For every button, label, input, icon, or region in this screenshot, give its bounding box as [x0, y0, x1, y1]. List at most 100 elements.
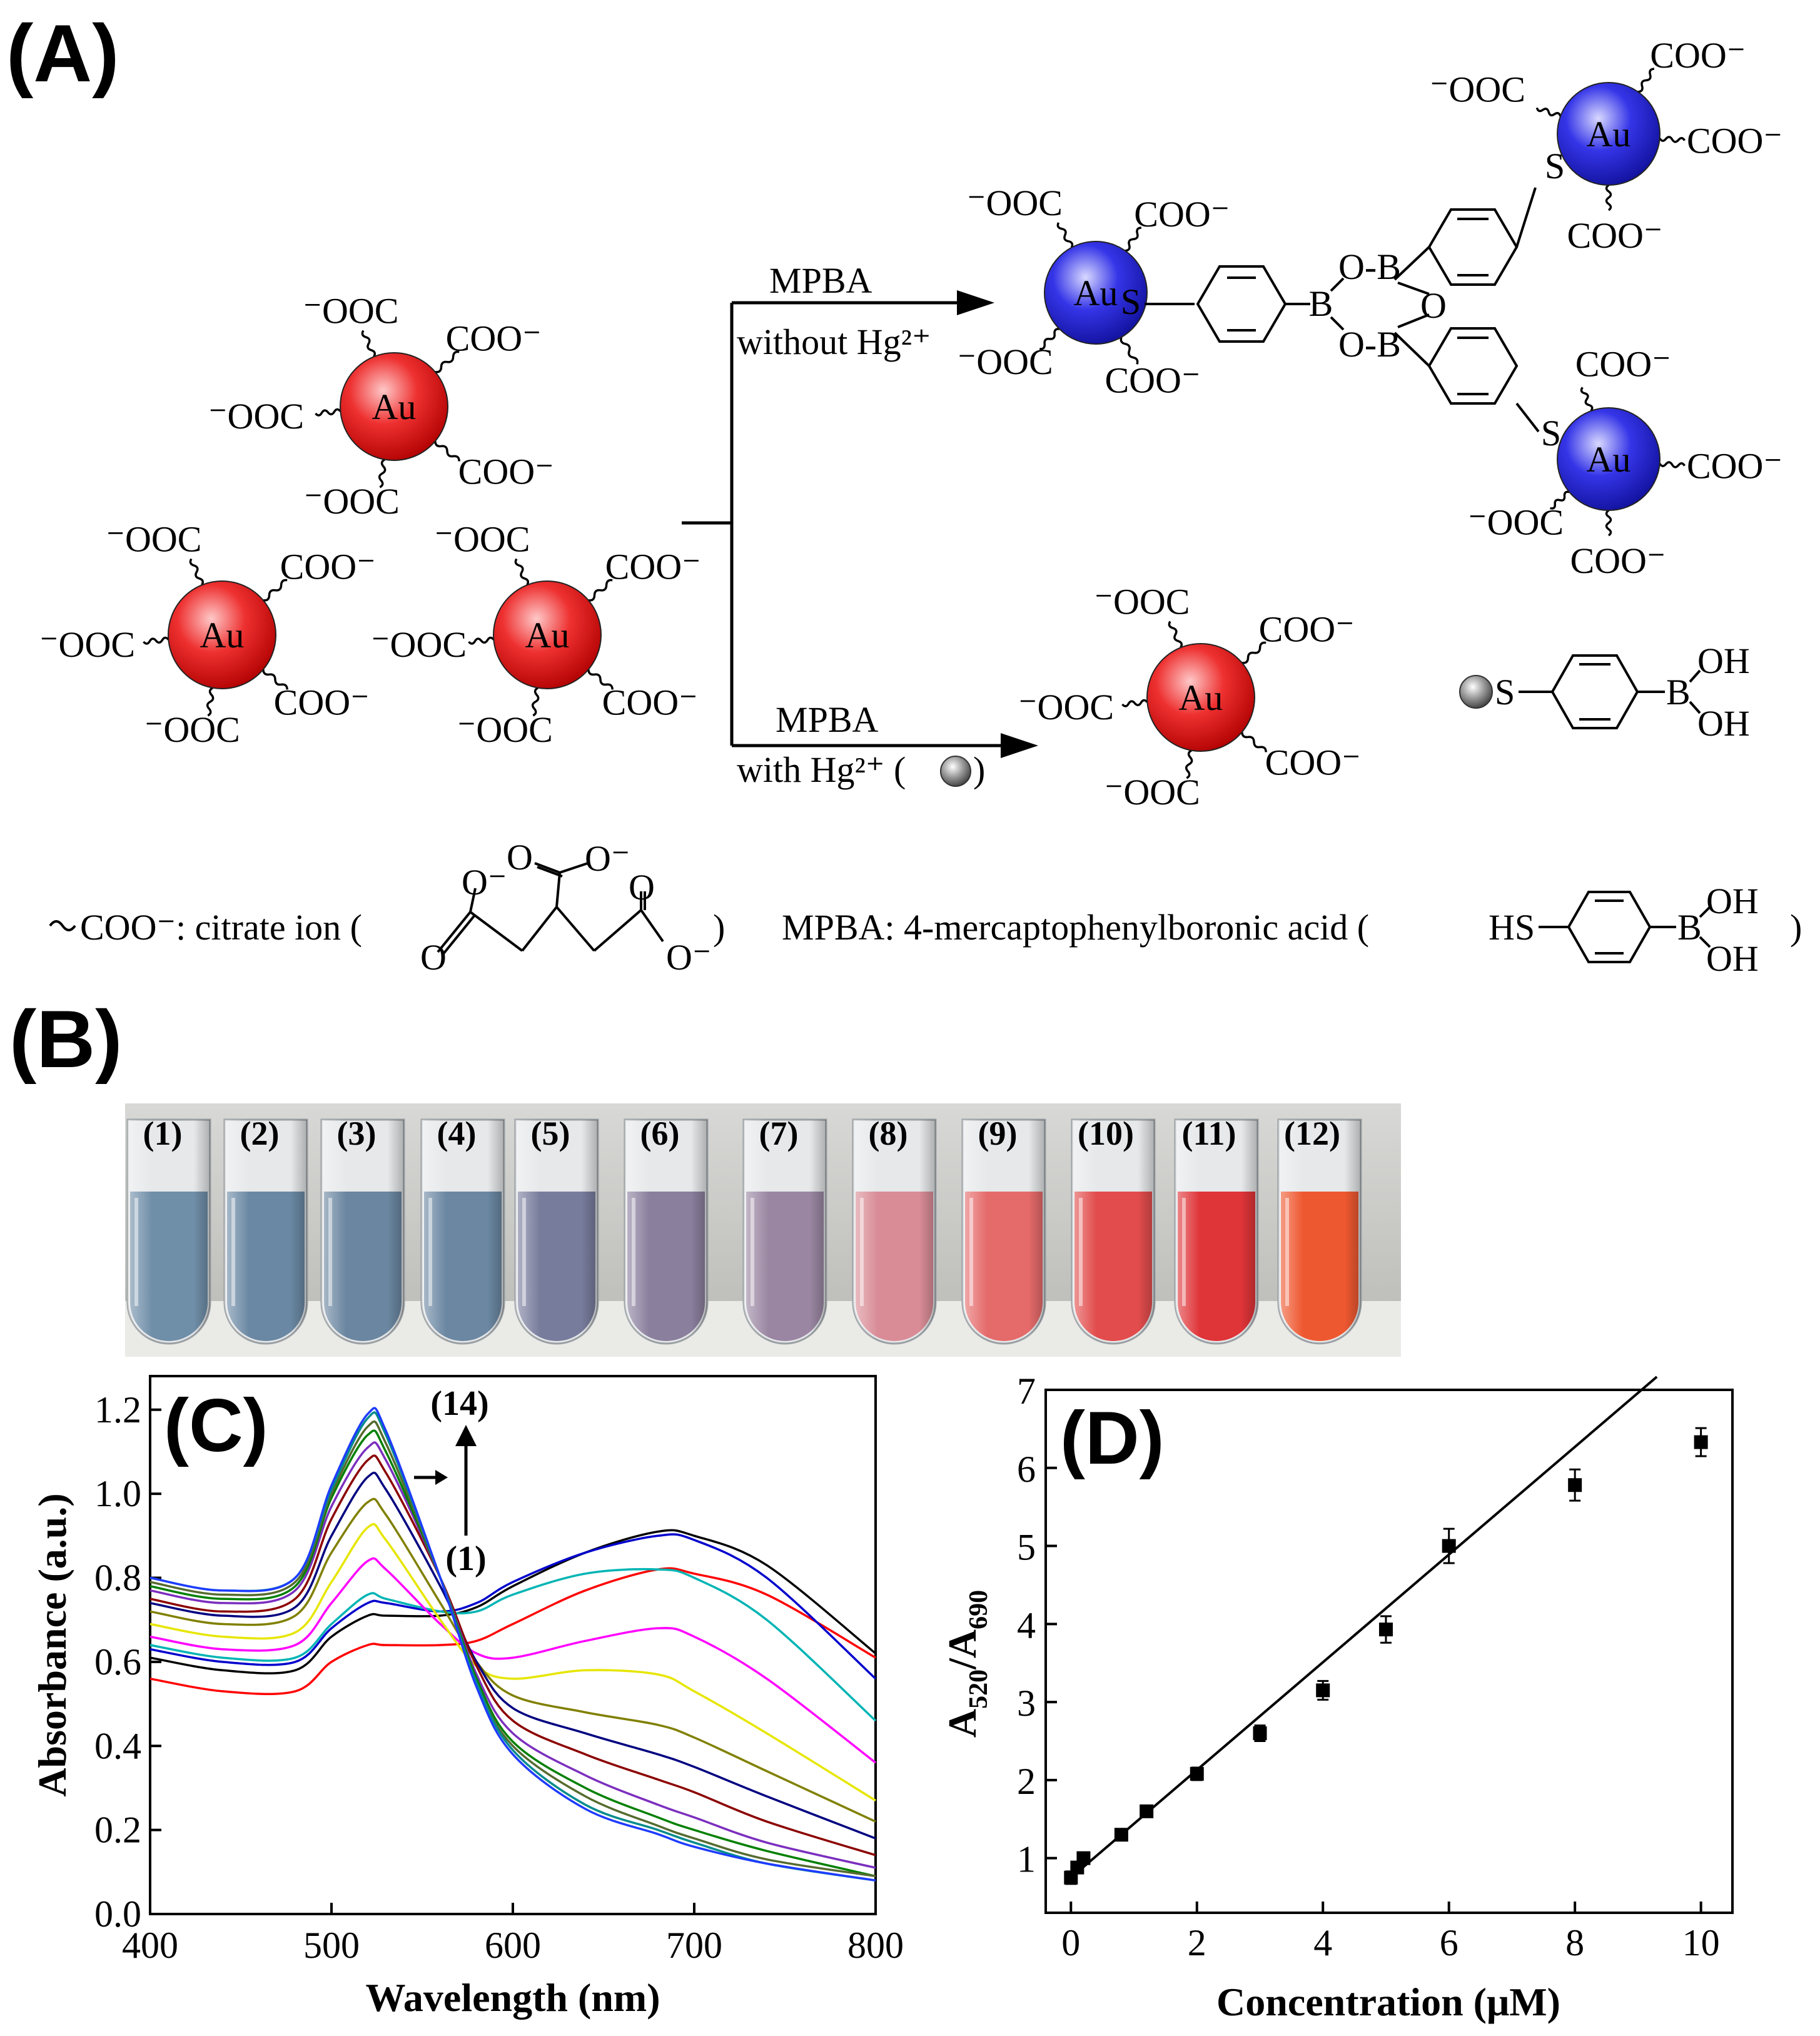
ligand-linker: [1659, 461, 1686, 468]
data-marker: [1140, 1804, 1154, 1818]
ligand-linker: [1168, 620, 1183, 649]
data-point: [1114, 1828, 1128, 1842]
carboxylate-coo-label: COO⁻: [1259, 609, 1355, 650]
panel-b-photo: (B) (1) (2) (3) (4) (5) (6) (7) (8) (9) (10) (11)(…: [9, 993, 1401, 1357]
data-point: [1568, 1468, 1582, 1502]
annotation-1: (1): [445, 1539, 486, 1578]
chart-d-ylabel: A520/A690: [940, 1590, 993, 1738]
ligand-linker: [143, 636, 169, 645]
y-tick-label: 0.2: [94, 1810, 141, 1851]
annotation-up-arrow-head: [455, 1425, 477, 1446]
test-tube: (6): [624, 1115, 709, 1345]
tube-glare: [128, 1120, 210, 1344]
y-tick-label: 0.6: [94, 1641, 141, 1683]
y-tick-label: 0.4: [94, 1725, 141, 1766]
test-tube: (2): [223, 1115, 308, 1345]
ligand-linker: [588, 579, 613, 602]
tube-number-label: (2): [240, 1115, 280, 1152]
s-atom-1: S: [1121, 281, 1141, 322]
carboxylate-ooc-label: ⁻OOC: [371, 624, 467, 665]
tube-number-label: (1): [143, 1115, 183, 1152]
ligand-linker: [1121, 699, 1148, 707]
carboxylate-coo-label: COO⁻: [1105, 360, 1200, 400]
gold-nanoparticle-red-4: ⁻OOC COO⁻ ⁻OOC COO⁻ ⁻OOC Au: [1018, 582, 1361, 813]
chart-c-ylabel: Absorbance (a.u.): [30, 1493, 74, 1796]
test-tube: (8): [852, 1115, 937, 1345]
carboxylate-coo-label: COO⁻: [1687, 121, 1782, 161]
o-b-bottom: O-B: [1338, 324, 1401, 365]
ligand-linker: [361, 330, 377, 358]
carboxylate-coo-label: COO⁻: [1265, 742, 1361, 782]
carboxylate-coo-label: COO⁻: [1687, 446, 1782, 487]
o-atom-ring: O: [1420, 285, 1447, 326]
legend-mpba-prefix: MPBA: 4-mercaptophenylboronic acid (: [782, 907, 1369, 948]
b-atom-1: B: [1309, 283, 1333, 324]
au-label: Au: [200, 615, 245, 656]
panel-a-label: (A): [6, 8, 119, 99]
fit-line: [1069, 1375, 1658, 1879]
data-marker: [1378, 1623, 1393, 1637]
carboxylate-coo-label: COO⁻: [1575, 343, 1671, 384]
carboxylate-coo-label: COO⁻: [1570, 540, 1666, 581]
carboxylate-ooc-label: ⁻OOC: [39, 624, 135, 665]
ligand-linker: [378, 458, 387, 489]
spectrum-line-1: [149, 1567, 876, 1695]
nanoparticle-sphere: [1557, 407, 1661, 511]
y-tick-label: 1.0: [94, 1473, 141, 1514]
test-tube: (11): [1174, 1115, 1259, 1345]
au-label: Au: [1587, 439, 1631, 480]
spectrum-line-14: [149, 1407, 876, 1882]
chart-c-annotation: (14) (1): [414, 1384, 489, 1578]
test-tube: (10): [1071, 1115, 1156, 1345]
x-tick-label: 800: [847, 1925, 904, 1966]
ylabel-a: A: [940, 1709, 984, 1738]
test-tube: (9): [961, 1115, 1046, 1345]
tube-glare: [1278, 1120, 1361, 1344]
tube-number-label: (6): [640, 1115, 680, 1152]
test-tube: (1): [126, 1115, 211, 1345]
tube-glare: [625, 1120, 707, 1344]
tube-number-label: (12): [1284, 1115, 1340, 1152]
tube-number-label: (11): [1182, 1115, 1236, 1152]
carboxylate-coo-label: COO⁻: [446, 318, 542, 359]
ligand-linker: [1241, 641, 1266, 664]
y-tick-label: 5: [1017, 1527, 1036, 1568]
legend-mpba-hs: HS: [1489, 907, 1535, 948]
spectrum-line-10: [149, 1441, 876, 1869]
carboxylate-coo-label: COO⁻: [274, 682, 370, 722]
nanoparticle-sphere: [1146, 643, 1255, 752]
o-b-top: O-B: [1338, 246, 1401, 287]
tube-number-label: (9): [978, 1115, 1018, 1152]
tube-number-label: (8): [869, 1115, 908, 1152]
tube-layer: (1) (2) (3) (4) (5) (6) (7) (8) (9) (10) (11) (12): [126, 1115, 1362, 1345]
legend-citrate-prefix: COO⁻: citrate ion (: [80, 907, 362, 948]
test-tube: (3): [320, 1115, 405, 1345]
ylabel-sub-690: 690: [964, 1590, 993, 1629]
panel-b-label: (B): [9, 993, 122, 1085]
tube-number-label: (4): [437, 1115, 477, 1152]
data-marker: [1316, 1683, 1330, 1698]
ligand-linker: [435, 350, 460, 373]
oh-top-hg: OH: [1697, 641, 1750, 681]
data-marker: [1253, 1726, 1267, 1741]
gold-nanoparticle-blue-2: ⁻OOC COO⁻ COO⁻ COO⁻ Au: [1430, 35, 1782, 256]
panel-a-scheme: (A) ⁻OOCCOO⁻⁻OOCCOO⁻⁻OOCAu⁻OOCCOO⁻⁻OOCCO…: [6, 8, 1802, 979]
citrate-o-3: O: [629, 867, 655, 908]
y-tick-label: 2: [1017, 1761, 1036, 1802]
ligand-linker: [1535, 107, 1562, 117]
annotation-14: (14): [430, 1384, 488, 1423]
data-marker: [1568, 1478, 1582, 1492]
y-tick-label: 1.2: [94, 1389, 141, 1431]
nanoparticle-sphere: [1044, 241, 1148, 345]
ligand-linker: [514, 558, 530, 586]
x-tick-label: 6: [1440, 1922, 1459, 1963]
gold-nanoparticle-blue-1: ⁻OOC COO⁻ ⁻OOC COO⁻ Au: [958, 183, 1230, 400]
test-tube: (12): [1277, 1115, 1362, 1345]
ligand-linker: [1605, 184, 1612, 211]
carboxylate-ooc-label: ⁻OOC: [1430, 69, 1525, 109]
data-point: [1140, 1804, 1154, 1818]
y-tick-label: 3: [1017, 1683, 1036, 1724]
carboxylate-ooc-label: ⁻OOC: [967, 183, 1063, 223]
y-tick-label: 0.8: [94, 1557, 141, 1599]
